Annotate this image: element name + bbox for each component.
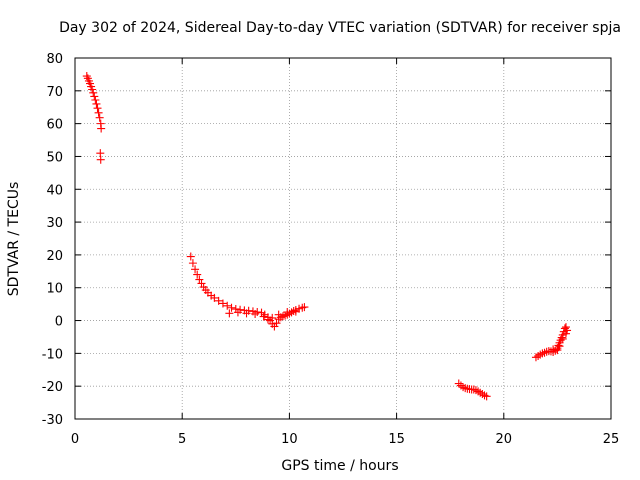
data-point-marker xyxy=(242,309,251,318)
y-tick-label: -20 xyxy=(42,380,63,395)
data-point-marker xyxy=(459,383,468,392)
data-point-marker xyxy=(558,334,567,343)
y-tick-label: -30 xyxy=(42,413,63,428)
x-tick-label: 10 xyxy=(281,432,298,447)
data-point-marker xyxy=(210,293,219,302)
series-segment-4 xyxy=(531,323,572,362)
data-point-marker xyxy=(218,299,227,308)
y-tick-label: -10 xyxy=(42,347,63,362)
data-point-marker xyxy=(268,313,277,322)
data-point-marker xyxy=(93,104,102,113)
data-point-marker xyxy=(283,308,292,317)
data-point-marker xyxy=(97,124,106,133)
x-tick-label: 25 xyxy=(603,432,620,447)
x-axis-label: GPS time / hours xyxy=(281,458,398,474)
y-tick-label: 50 xyxy=(46,150,63,165)
x-tick-label: 0 xyxy=(71,432,79,447)
x-tick-label: 5 xyxy=(178,432,186,447)
y-tick-label: 80 xyxy=(46,52,63,67)
data-point-marker xyxy=(259,312,268,321)
data-point-marker xyxy=(186,252,195,261)
grid xyxy=(75,58,611,419)
y-tick-label: 10 xyxy=(46,282,63,297)
data-point-marker xyxy=(197,279,206,288)
data-point-marker xyxy=(454,379,463,388)
data-point-marker xyxy=(233,308,242,317)
data-point-marker xyxy=(227,303,236,312)
data-point-marker xyxy=(96,155,105,164)
x-tick-label: 15 xyxy=(388,432,405,447)
data-point-marker xyxy=(89,88,98,97)
data-point-marker xyxy=(300,303,309,312)
data-markers xyxy=(82,72,572,401)
data-point-marker xyxy=(263,315,272,324)
series-segment-3 xyxy=(454,379,491,401)
data-point-marker xyxy=(223,301,232,310)
y-axis-label: SDTVAR / TECUs xyxy=(6,182,22,297)
data-point-marker xyxy=(191,265,200,274)
data-point-marker xyxy=(561,329,570,338)
axis-ticks: 0 5 10 15 20 25 -30 -20 -10 0 10 20 30 40 50 60 70 80 xyxy=(42,52,620,447)
y-tick-label: 40 xyxy=(46,183,63,198)
data-point-marker xyxy=(291,307,300,316)
plot-frame xyxy=(74,57,612,420)
data-point-marker xyxy=(251,309,260,318)
data-point-marker xyxy=(94,108,103,117)
data-point-marker xyxy=(193,270,202,279)
data-point-marker xyxy=(188,259,197,268)
data-point-marker xyxy=(91,96,100,105)
series-segment-1 xyxy=(82,72,106,164)
y-tick-label: 30 xyxy=(46,216,63,231)
x-tick-label: 20 xyxy=(496,432,513,447)
data-point-marker xyxy=(95,113,104,122)
data-point-marker xyxy=(225,309,234,318)
data-point-marker xyxy=(563,326,572,335)
data-point-marker xyxy=(482,392,491,401)
data-point-marker xyxy=(214,296,223,305)
data-point-marker xyxy=(555,342,564,351)
data-point-marker xyxy=(90,92,99,101)
y-tick-label: 60 xyxy=(46,118,63,133)
y-tick-label: 70 xyxy=(46,85,63,100)
y-tick-label: 0 xyxy=(55,315,63,330)
data-point-marker xyxy=(92,99,101,108)
data-point-marker xyxy=(553,346,562,355)
data-point-marker xyxy=(195,275,204,284)
series-segment-2 xyxy=(186,252,309,331)
data-point-marker xyxy=(88,85,97,94)
data-point-marker xyxy=(253,308,262,317)
data-point-marker xyxy=(274,310,283,319)
chart-title: Day 302 of 2024, Sidereal Day-to-day VTE… xyxy=(59,20,621,36)
data-point-marker xyxy=(549,345,558,354)
y-tick-label: 20 xyxy=(46,249,63,264)
